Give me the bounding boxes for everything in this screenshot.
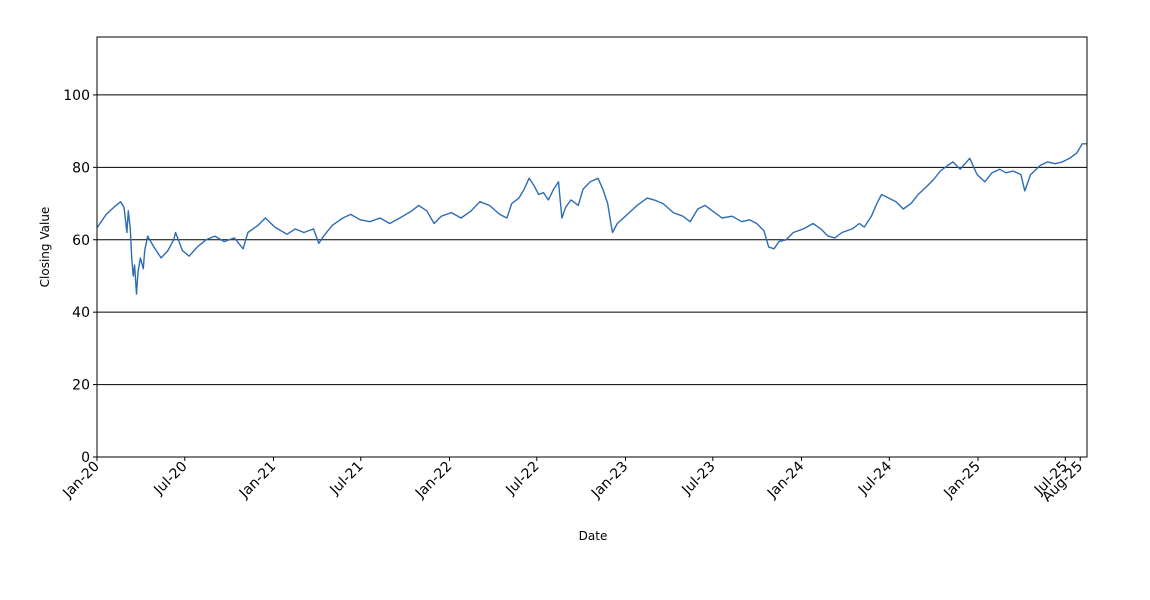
x-tick-label: Jan-25 (940, 459, 983, 502)
y-tick-label: 100 (63, 88, 90, 104)
x-axis-title: Date (579, 529, 608, 543)
x-axis-ticks: Jan-20 Jul-20 Jan-21 Jul-21 Jan-22 Jul-22 Jan-… (59, 457, 1086, 505)
y-tick-label: 20 (72, 378, 90, 394)
y-tick-label: 0 (81, 450, 90, 466)
y-tick-label: 80 (72, 160, 90, 176)
series-line (96, 143, 1087, 295)
x-tick-label: Jan-22 (412, 459, 455, 502)
x-tick-label: Jul-24 (855, 458, 895, 498)
y-axis-ticks: 0 20 40 60 80 100 (63, 88, 97, 466)
x-tick-label: Jul-21 (326, 459, 366, 499)
series-layer (96, 143, 1087, 295)
x-tick-label: Jan-24 (764, 458, 808, 502)
y-tick-label: 40 (72, 305, 90, 321)
x-tick-label: Jan-21 (236, 459, 279, 502)
y-tick-label: 60 (72, 233, 90, 249)
plot-background (97, 37, 1087, 457)
x-tick-label: Jul-23 (678, 459, 718, 499)
x-tick-label: Jul-22 (502, 459, 542, 499)
x-tick-label: Jul-20 (150, 459, 190, 499)
y-axis-title: Closing Value (38, 207, 52, 288)
x-tick-label: Jan-23 (588, 459, 631, 502)
